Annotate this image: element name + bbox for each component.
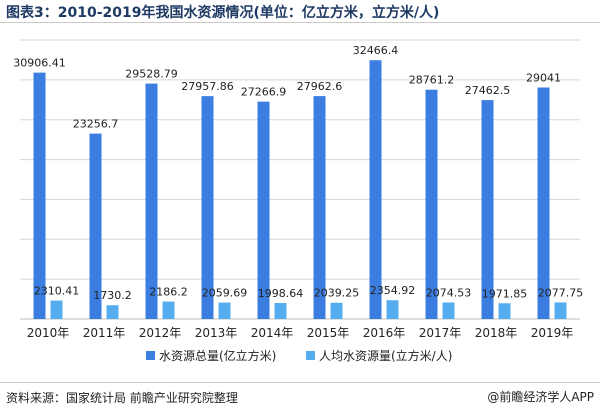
x-tick-label-5: 2015年 bbox=[307, 326, 350, 340]
brand-logo: @前瞻经济学人APP bbox=[487, 388, 594, 405]
bar-total-water-5 bbox=[313, 96, 326, 319]
data-label-per-capita-1: 1730.2 bbox=[93, 289, 132, 302]
x-tick-label-4: 2014年 bbox=[251, 326, 294, 340]
data-label-total-6: 32466.4 bbox=[353, 44, 399, 57]
bar-chart: 30906.41 2310.41 2010年 23256.7 1730.2 2011年 29… bbox=[13, 39, 584, 363]
x-tick-label-8: 2018年 bbox=[475, 326, 518, 340]
source-note: 资料来源：国家统计局 前瞻产业研究院整理 bbox=[6, 391, 238, 405]
bar-per-capita-3 bbox=[218, 302, 231, 319]
bar-per-capita-0 bbox=[50, 300, 63, 319]
bar-per-capita-7 bbox=[442, 302, 455, 319]
data-label-per-capita-0: 2310.41 bbox=[34, 285, 80, 298]
x-tick-label-0: 2010年 bbox=[27, 326, 70, 340]
data-label-total-5: 27962.6 bbox=[297, 80, 343, 93]
data-label-per-capita-9: 2077.75 bbox=[538, 286, 584, 299]
bar-total-water-6 bbox=[369, 60, 382, 319]
bar-total-water-9 bbox=[537, 87, 550, 319]
bar-per-capita-2 bbox=[162, 301, 175, 319]
x-tick-label-1: 2011年 bbox=[83, 326, 126, 340]
brand-logo-text: @前瞻经济学人APP bbox=[487, 390, 594, 404]
legend-total-water-label: 水资源总量(亿立方米) bbox=[159, 348, 276, 363]
bar-total-water-4 bbox=[257, 101, 270, 319]
data-label-per-capita-3: 2059.69 bbox=[202, 287, 248, 300]
data-label-per-capita-2: 2186.2 bbox=[149, 286, 188, 299]
bar-per-capita-8 bbox=[498, 303, 511, 319]
bar-total-water-8 bbox=[481, 100, 494, 319]
data-label-total-8: 27462.5 bbox=[465, 84, 511, 97]
bar-per-capita-5 bbox=[330, 302, 343, 319]
bar-total-water-2 bbox=[145, 83, 158, 319]
data-label-total-1: 23256.7 bbox=[73, 118, 119, 131]
bar-per-capita-6 bbox=[386, 300, 399, 319]
bar-per-capita-9 bbox=[554, 302, 567, 319]
legend-total-water-swatch bbox=[146, 351, 155, 360]
chart-title: 图表3：2010-2019年我国水资源情况(单位：亿立方米，立方米/人) bbox=[6, 5, 440, 21]
footer-divider bbox=[0, 382, 600, 383]
bar-per-capita-4 bbox=[274, 303, 287, 319]
legend-per-capita-swatch bbox=[306, 351, 315, 360]
data-label-total-9: 29041 bbox=[526, 72, 561, 85]
x-tick-label-3: 2013年 bbox=[195, 326, 238, 340]
x-tick-label-9: 2019年 bbox=[531, 326, 574, 340]
legend-per-capita-label: 人均水资源量(立方米/人) bbox=[319, 348, 452, 363]
data-label-total-7: 28761.2 bbox=[409, 74, 455, 87]
bar-total-water-0 bbox=[33, 72, 46, 319]
data-label-total-2: 29528.79 bbox=[125, 68, 178, 81]
bar-per-capita-1 bbox=[106, 305, 119, 319]
data-label-per-capita-4: 1998.64 bbox=[258, 287, 304, 300]
title-divider bbox=[0, 22, 600, 23]
data-label-total-4: 27266.9 bbox=[241, 86, 287, 99]
data-label-per-capita-8: 1971.85 bbox=[482, 287, 528, 300]
data-label-per-capita-6: 2354.92 bbox=[370, 284, 416, 297]
data-label-total-3: 27957.86 bbox=[181, 80, 234, 93]
data-label-per-capita-5: 2039.25 bbox=[314, 287, 360, 300]
bar-total-water-7 bbox=[425, 89, 438, 319]
bar-total-water-1 bbox=[89, 133, 102, 319]
bar-total-water-3 bbox=[201, 96, 214, 319]
x-tick-label-6: 2016年 bbox=[363, 326, 406, 340]
x-tick-label-2: 2012年 bbox=[139, 326, 182, 340]
data-label-per-capita-7: 2074.53 bbox=[426, 286, 472, 299]
data-label-total-0: 30906.41 bbox=[13, 57, 66, 70]
x-tick-label-7: 2017年 bbox=[419, 326, 462, 340]
